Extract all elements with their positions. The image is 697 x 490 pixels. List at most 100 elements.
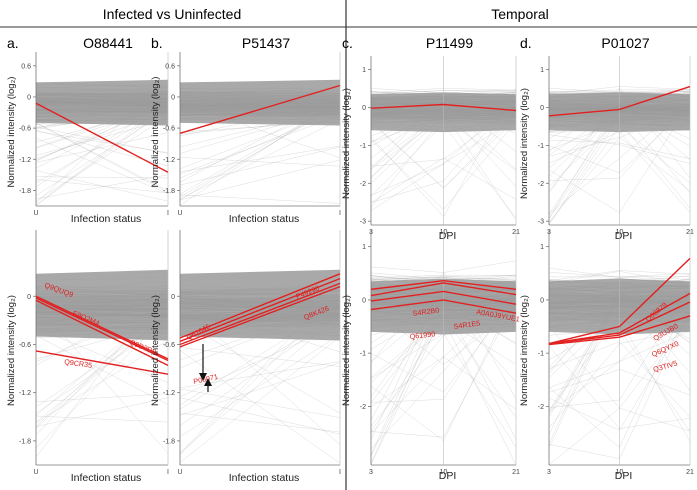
highlighted-series-line bbox=[35, 297, 169, 362]
y-tick-label: -3 bbox=[538, 219, 544, 226]
y-tick-label: -2 bbox=[360, 404, 366, 411]
y-tick-label: 1 bbox=[362, 244, 366, 251]
y-axis-label: Normalized intensity (log₂) bbox=[150, 295, 161, 406]
x-tick-label: 10 bbox=[616, 469, 624, 476]
y-tick-label: -2 bbox=[538, 181, 544, 188]
y-tick-label: -1.8 bbox=[19, 188, 31, 195]
y-tick-label: -1.2 bbox=[163, 157, 175, 164]
y-tick-label: 0.6 bbox=[21, 63, 31, 70]
x-tick-label: 10 bbox=[440, 469, 448, 476]
y-tick-label: -0.6 bbox=[19, 342, 31, 349]
y-tick-label: -1.8 bbox=[163, 438, 175, 445]
x-tick-label: 21 bbox=[512, 469, 520, 476]
x-tick-label: I bbox=[167, 469, 169, 476]
highlighted-series-line bbox=[548, 292, 691, 345]
y-tick-label: -1.2 bbox=[19, 390, 31, 397]
highlighted-series-line bbox=[35, 299, 169, 367]
highlighted-series-line bbox=[370, 282, 517, 297]
x-axis-label: DPI bbox=[615, 470, 633, 482]
background-density-band bbox=[36, 269, 168, 341]
series-label: Q61990 bbox=[409, 329, 435, 341]
y-tick-label: -2 bbox=[538, 404, 544, 411]
x-axis-label: DPI bbox=[439, 230, 457, 242]
y-axis-label: Normalized intensity (log₂) bbox=[341, 88, 352, 199]
highlighted-series-line bbox=[35, 295, 169, 360]
y-tick-label: 0 bbox=[362, 105, 366, 112]
x-tick-label: I bbox=[339, 469, 341, 476]
y-tick-label: -1 bbox=[360, 351, 366, 358]
x-tick-label: U bbox=[177, 469, 182, 476]
y-axis-label: Normalized intensity (log₂) bbox=[150, 77, 161, 188]
y-tick-label: -1 bbox=[360, 143, 366, 150]
chart-panel-6: 0 -0.6 -1.2 -1.8 U I Infection status Normalize… bbox=[150, 230, 341, 484]
x-tick-label: I bbox=[167, 210, 169, 217]
highlighted-series-line bbox=[548, 315, 691, 346]
chart-panel-1: a. O88441 0.6 0 -0.6 -1.2 -1.8 U I Infection stat… bbox=[6, 35, 169, 225]
background-density-band bbox=[180, 79, 340, 126]
x-tick-label: 3 bbox=[547, 469, 551, 476]
highlighted-series-line bbox=[179, 285, 341, 348]
y-tick-label: 0 bbox=[540, 105, 544, 112]
y-tick-label: 0 bbox=[540, 297, 544, 304]
x-tick-label: I bbox=[339, 210, 341, 217]
y-tick-label: -2 bbox=[360, 181, 366, 188]
y-tick-label: 1 bbox=[540, 244, 544, 251]
y-axis-label: Normalized intensity (log₂) bbox=[519, 295, 530, 406]
background-density-band bbox=[180, 269, 340, 341]
y-axis-label: Normalized intensity (log₂) bbox=[6, 77, 17, 188]
panel-title: P51437 bbox=[242, 35, 290, 51]
series-label: S4R1E5 bbox=[453, 318, 481, 331]
y-tick-label: -0.6 bbox=[163, 342, 175, 349]
y-tick-label: 0 bbox=[27, 94, 31, 101]
x-tick-label: U bbox=[33, 210, 38, 217]
arrowhead bbox=[204, 378, 212, 386]
highlighted-series-line bbox=[548, 257, 691, 345]
y-tick-label: 1 bbox=[362, 67, 366, 74]
chart-panel-2: b. P51437 0.6 0 -0.6 -1.2 -1.8 U I Infection stat… bbox=[150, 35, 341, 225]
panel-title: P01027 bbox=[601, 35, 649, 51]
highlighted-series-line bbox=[35, 350, 169, 375]
y-tick-label: -1.2 bbox=[163, 390, 175, 397]
panel-title: O88441 bbox=[83, 35, 133, 51]
highlighted-series-line bbox=[179, 282, 341, 346]
x-axis-label: DPI bbox=[615, 230, 633, 242]
x-axis-label: Infection status bbox=[71, 213, 142, 225]
panel-title: P11499 bbox=[426, 35, 473, 51]
y-tick-label: -3 bbox=[360, 219, 366, 226]
x-axis-label: DPI bbox=[439, 470, 457, 482]
background-density-band bbox=[36, 79, 168, 126]
y-tick-label: 1 bbox=[540, 67, 544, 74]
panel-letter: d. bbox=[520, 35, 532, 51]
y-tick-label: -0.6 bbox=[163, 126, 175, 133]
panel-letter: b. bbox=[151, 35, 163, 51]
y-tick-label: 0 bbox=[27, 294, 31, 301]
header-infected-vs-uninfected: Infected vs Uninfected bbox=[103, 6, 242, 22]
highlighted-series-line bbox=[370, 299, 517, 314]
series-label: Q9CR35 bbox=[64, 357, 93, 370]
highlighted-series-line bbox=[35, 102, 169, 173]
x-tick-label: 21 bbox=[686, 469, 694, 476]
y-tick-label: -1 bbox=[538, 143, 544, 150]
y-tick-label: 0 bbox=[171, 294, 175, 301]
header-temporal: Temporal bbox=[491, 6, 549, 22]
y-tick-label: 0 bbox=[171, 94, 175, 101]
highlighted-series-line bbox=[548, 301, 691, 345]
y-axis-label: Normalized intensity (log₂) bbox=[6, 295, 17, 406]
x-axis-label: Infection status bbox=[229, 213, 300, 225]
highlighted-series-line bbox=[179, 277, 341, 342]
panel-letter: a. bbox=[7, 35, 19, 51]
highlighted-series-line bbox=[548, 85, 691, 117]
x-tick-label: 3 bbox=[369, 469, 373, 476]
y-tick-label: -1.8 bbox=[163, 188, 175, 195]
y-axis-label: Normalized intensity (log₂) bbox=[519, 88, 530, 199]
chart-panel-5: 0 -0.6 -1.2 -1.8 U I Infection status Normalize… bbox=[6, 230, 169, 484]
x-tick-label: U bbox=[177, 210, 182, 217]
highlighted-series-line bbox=[370, 290, 517, 305]
x-axis-label: Infection status bbox=[229, 472, 300, 484]
arrowhead bbox=[199, 373, 207, 381]
